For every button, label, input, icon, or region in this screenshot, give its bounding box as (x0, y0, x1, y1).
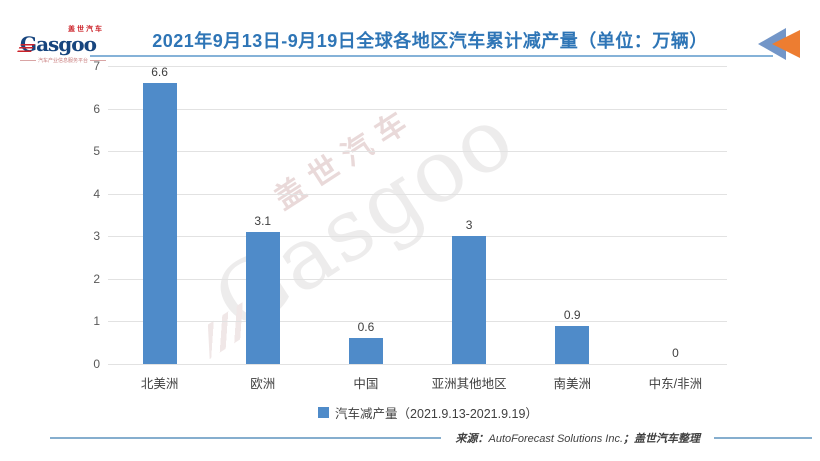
bar-亚洲其他地区 (452, 236, 487, 364)
footer-source-org: AutoForecast Solutions Inc. (488, 432, 623, 445)
x-category-label-北美洲: 北美洲 (140, 377, 179, 391)
gridline-1 (108, 321, 727, 323)
data-label-亚洲其他地区: 3 (465, 218, 473, 233)
footer-source-rest: ；盖世汽车整理 (623, 432, 700, 445)
data-label-中东/非洲: 0 (672, 346, 679, 360)
x-category-label-中东/非洲: 中东/非洲 (648, 377, 703, 391)
legend-swatch (318, 407, 330, 418)
plot-area: 6.6 3.1 0.6 3 0.9 0 (108, 65, 727, 365)
gasgoo-logo-cn-text: 盖世汽车 (68, 26, 104, 33)
y-tick-label-7: 7 (93, 59, 100, 73)
footer-divider-right (714, 436, 812, 439)
legend-label: 汽车减产量（2021.9.13-2021.9.19） (335, 407, 538, 421)
y-tick-label-3: 3 (93, 229, 100, 244)
bar-北美洲 (142, 83, 177, 364)
data-label-北美洲: 6.6 (151, 65, 168, 80)
legend: 汽车减产量（2021.9.13-2021.9.19） (108, 403, 748, 422)
x-category-label-中国: 中国 (353, 377, 379, 391)
footer-divider-left (50, 436, 442, 439)
y-tick-label-1: 1 (93, 314, 100, 329)
gasgoo-logo-mark: 盖世汽车 Gasgoo (17, 24, 106, 56)
back-arrows-icon (756, 25, 804, 68)
y-tick-label-5: 5 (93, 144, 100, 159)
bar-中国 (348, 338, 383, 364)
chart-title: 2021年9月13日-9月19日全球各地区汽车累计减产量（单位：万辆） (152, 31, 708, 51)
data-label-欧洲: 3.1 (254, 214, 272, 229)
data-label-南美洲: 0.9 (563, 307, 581, 322)
data-label-中国: 0.6 (357, 320, 375, 335)
x-axis: 北美洲 欧洲 中国 亚洲其他地区 南美洲 中东/非洲 (108, 373, 727, 391)
gridline-4 (108, 193, 727, 195)
gridline-3 (108, 236, 727, 238)
gasgoo-logo-tagline: 汽车产业信息服务平台 (20, 57, 106, 64)
gasgoo-logo: 盖世汽车 Gasgoo 汽车产业信息服务平台 (17, 24, 106, 64)
bar-欧洲 (245, 232, 280, 364)
title-underline (90, 55, 773, 57)
gridline-6 (108, 108, 727, 110)
footer-source-text: 来源：AutoForecast Solutions Inc.；盖世汽车整理 (455, 430, 700, 446)
x-category-label-亚洲其他地区: 亚洲其他地区 (431, 377, 507, 391)
gridline-2 (108, 278, 727, 280)
gasgoo-logo-wordmark: Gasgoo (20, 32, 97, 56)
gridline-5 (108, 151, 727, 153)
y-tick-label-0: 0 (93, 357, 100, 371)
gridline-0 (108, 364, 727, 365)
gridline-7 (108, 66, 727, 67)
footer-source-label: 来源： (455, 432, 489, 445)
x-category-label-欧洲: 欧洲 (250, 377, 276, 391)
x-category-label-南美洲: 南美洲 (553, 377, 591, 391)
y-tick-label-2: 2 (93, 271, 100, 286)
y-tick-label-6: 6 (93, 101, 100, 116)
y-axis: 0 1 2 3 4 5 6 7 (68, 59, 100, 371)
bar-南美洲 (555, 325, 590, 364)
y-tick-label-4: 4 (93, 186, 100, 201)
footer: 来源：AutoForecast Solutions Inc.；盖世汽车整理 (50, 430, 812, 445)
